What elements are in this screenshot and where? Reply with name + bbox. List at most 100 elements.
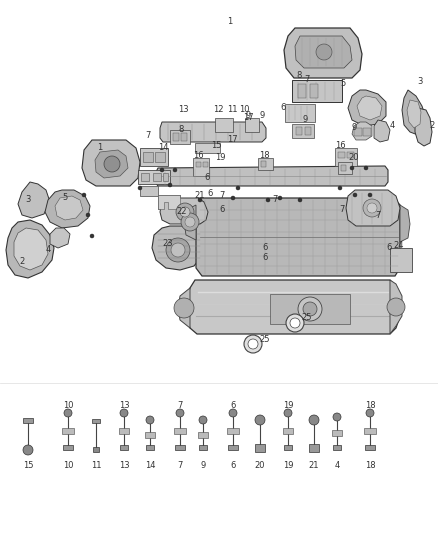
Polygon shape [346,190,400,226]
Text: 9: 9 [200,461,205,470]
Circle shape [266,198,270,202]
Text: 18: 18 [259,151,269,160]
Circle shape [180,207,190,217]
Circle shape [366,409,374,417]
Text: 9: 9 [351,124,357,133]
Circle shape [174,298,194,318]
Text: 21: 21 [309,461,319,470]
Bar [155,152,165,162]
Bar [227,428,239,434]
Bar [270,294,350,324]
Bar [63,445,73,450]
Text: 14: 14 [145,461,155,470]
Text: 6: 6 [204,174,210,182]
Circle shape [173,168,177,172]
Bar [335,148,357,166]
Circle shape [255,415,265,425]
Bar [203,162,208,167]
Text: 14: 14 [158,143,168,152]
Circle shape [229,409,237,417]
Text: 19: 19 [215,154,225,163]
Text: 3: 3 [417,77,423,86]
Circle shape [23,445,33,455]
Bar [175,445,185,450]
Circle shape [333,413,341,421]
Polygon shape [155,166,388,186]
Circle shape [350,166,354,170]
Circle shape [104,156,120,172]
Bar [305,127,311,135]
Bar [174,428,186,434]
Bar [363,128,371,136]
Bar [365,445,375,450]
Bar [153,173,161,181]
Circle shape [309,415,319,425]
Text: 3: 3 [25,196,31,205]
Circle shape [138,186,142,190]
Circle shape [181,213,199,231]
Polygon shape [178,288,190,328]
Bar [341,165,346,171]
Bar [338,162,352,174]
Bar [215,118,233,132]
Text: 10: 10 [239,104,249,114]
Text: 4: 4 [334,461,339,470]
Circle shape [316,44,332,60]
Circle shape [303,302,317,316]
Circle shape [284,409,292,417]
Text: 19: 19 [283,401,293,410]
Text: 7: 7 [272,196,278,205]
Text: 12: 12 [213,104,223,114]
Polygon shape [186,280,400,334]
Bar [195,143,220,153]
Bar [296,127,302,135]
Circle shape [286,314,304,332]
Bar [347,152,354,158]
Text: 6: 6 [230,461,236,470]
Bar [173,133,179,141]
Polygon shape [158,195,180,209]
Bar [93,447,99,452]
Circle shape [298,198,302,202]
Bar [198,432,208,438]
Polygon shape [50,228,70,248]
Text: 5: 5 [62,193,67,203]
Circle shape [199,416,207,424]
Text: 5: 5 [340,79,346,88]
Circle shape [298,297,322,321]
Text: 23: 23 [162,239,173,248]
Bar [92,419,100,423]
Polygon shape [55,196,83,220]
Text: 7: 7 [219,190,225,199]
Text: 7: 7 [177,461,183,470]
Text: 25: 25 [302,313,312,322]
Bar [364,428,376,434]
Bar [158,195,180,209]
Bar [258,158,273,170]
Bar [120,445,128,450]
Text: 18: 18 [365,461,375,470]
Polygon shape [402,90,426,135]
Text: 7: 7 [145,131,151,140]
Text: 19: 19 [283,461,293,470]
Text: 10: 10 [63,461,73,470]
Bar [255,444,265,452]
Text: 13: 13 [119,461,129,470]
Bar [309,444,319,452]
Text: 2: 2 [429,122,434,131]
Text: 1: 1 [227,18,233,27]
Text: 7: 7 [375,211,381,220]
Text: 7: 7 [177,401,183,410]
Text: 6: 6 [262,244,268,253]
Text: 6: 6 [280,103,286,112]
Polygon shape [160,122,266,142]
Polygon shape [348,90,386,126]
Text: 11: 11 [227,104,237,114]
Text: 8: 8 [178,125,184,134]
Polygon shape [407,100,421,128]
Text: 9: 9 [245,110,251,119]
Polygon shape [295,36,352,68]
Text: 4: 4 [46,246,51,254]
Circle shape [171,243,185,257]
Bar [338,152,345,158]
